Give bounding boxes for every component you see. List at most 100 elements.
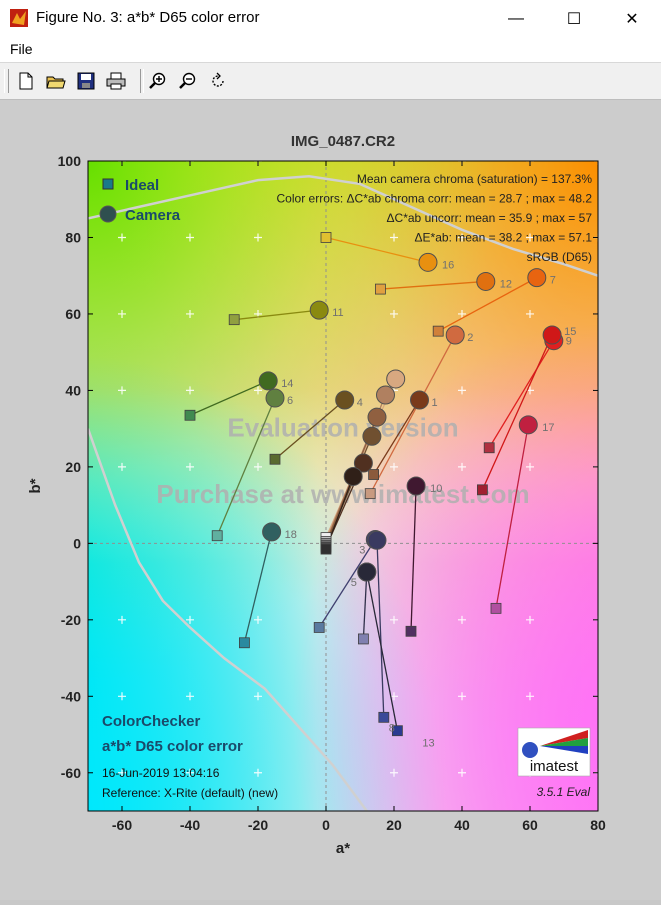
x-tick-label: 0 <box>322 817 330 833</box>
toolbar-grip[interactable] <box>4 69 9 93</box>
camera-marker-15 <box>542 325 562 345</box>
camera-marker-4 <box>335 390 355 410</box>
error-line-17 <box>495 424 529 609</box>
grid-cross <box>458 462 466 471</box>
grid-cross <box>458 309 466 318</box>
menu-file[interactable]: File <box>10 41 33 57</box>
error-line-16 <box>325 236 429 263</box>
patch-label-3: 3 <box>359 545 365 557</box>
camera-marker-16 <box>418 252 438 272</box>
srgb-gamut-lower <box>88 428 368 811</box>
reference-text: Reference: X-Rite (default) (new) <box>102 786 278 800</box>
patch-label-16: 16 <box>442 259 454 271</box>
patch-label-10: 10 <box>430 483 442 495</box>
grid-cross <box>186 692 194 701</box>
grid-cross <box>390 462 398 471</box>
grid-cross <box>254 692 262 701</box>
grid-cross <box>254 768 262 777</box>
minimize-button[interactable]: — <box>508 10 524 27</box>
print-icon[interactable] <box>104 70 128 92</box>
grid-cross <box>118 462 126 471</box>
patch-label-9: 9 <box>566 336 572 348</box>
toolbar <box>0 63 661 100</box>
grid-cross <box>526 462 534 471</box>
error-line-3 <box>318 539 376 628</box>
camera-marker-21 <box>367 407 387 427</box>
title-bar: Figure No. 3: a*b* D65 color error — ☐ ✕ <box>0 0 661 38</box>
ideal-marker-17 <box>490 602 502 614</box>
maximize-button[interactable]: ☐ <box>566 11 582 28</box>
patch-label-7: 7 <box>550 275 556 287</box>
grid-cross <box>458 386 466 395</box>
ideal-marker-2 <box>364 488 376 500</box>
window-title: Figure No. 3: a*b* D65 color error <box>36 9 260 26</box>
grid-cross <box>390 309 398 318</box>
y-axis-label: b* <box>27 478 44 493</box>
error-line-14 <box>189 380 269 416</box>
grid-cross <box>526 233 534 242</box>
camera-marker-19 <box>386 369 406 389</box>
new-document-icon[interactable] <box>14 70 38 92</box>
patch-label-8: 8 <box>389 722 395 734</box>
legend-camera-marker <box>99 205 117 223</box>
y-tick-label: 60 <box>65 306 81 322</box>
zoom-in-icon[interactable] <box>146 70 170 92</box>
menu-bar: File <box>0 38 661 63</box>
imatest-logo-stripe-green <box>540 738 588 746</box>
ideal-marker-15 <box>476 484 488 496</box>
grid-cross <box>254 386 262 395</box>
legend-ideal-marker <box>102 178 114 190</box>
error-line-7 <box>437 277 538 332</box>
grid-cross <box>390 233 398 242</box>
error-line-10 <box>410 485 417 632</box>
stats-line-1: Mean camera chroma (saturation) = 137.3% <box>357 172 592 186</box>
grid-cross <box>254 462 262 471</box>
zoom-out-icon[interactable] <box>176 70 200 92</box>
x-tick-label: 80 <box>590 817 606 833</box>
save-icon[interactable] <box>74 70 98 92</box>
close-button[interactable]: ✕ <box>625 11 639 28</box>
camera-marker-10 <box>406 476 426 496</box>
patch-label-14: 14 <box>281 378 293 390</box>
patch-label-2: 2 <box>467 332 473 344</box>
patch-label-13: 13 <box>422 738 434 750</box>
grid-cross <box>390 768 398 777</box>
patch-label-1: 1 <box>432 397 438 409</box>
patch-label-6: 6 <box>287 395 293 407</box>
x-tick-label: -60 <box>112 817 132 833</box>
ideal-marker-24 <box>320 543 332 555</box>
ideal-marker-8 <box>378 711 390 723</box>
camera-marker-8 <box>367 530 387 550</box>
error-line-12 <box>380 280 486 290</box>
ideal-marker-9 <box>483 442 495 454</box>
imatest-logo-stripe-red <box>540 730 588 746</box>
grid-cross <box>118 768 126 777</box>
colorchecker-title: ColorChecker <box>102 713 201 730</box>
ideal-marker-7 <box>432 325 444 337</box>
plot-frame <box>87 160 599 812</box>
grid-cross <box>458 615 466 624</box>
grid-cross <box>118 615 126 624</box>
camera-marker-24 <box>343 466 363 486</box>
y-tick-label: -60 <box>61 765 81 781</box>
ideal-marker-11 <box>228 314 240 326</box>
x-tick-label: -40 <box>180 817 200 833</box>
imatest-logo-sphere <box>522 742 538 758</box>
ideal-marker-6 <box>211 530 223 542</box>
grid-cross <box>186 309 194 318</box>
rotate-icon[interactable] <box>206 70 230 92</box>
y-tick-label: -20 <box>61 612 81 628</box>
ideal-marker-3 <box>313 622 325 633</box>
imatest-logo-stripe-blue <box>540 746 588 754</box>
color-error-title: a*b* D65 color error <box>102 738 243 755</box>
error-line-11 <box>234 309 320 321</box>
grid-cross <box>186 233 194 242</box>
grid-cross <box>118 233 126 242</box>
patch-label-12: 12 <box>500 278 512 290</box>
grid-cross <box>118 692 126 701</box>
stats-line-3: ΔC*ab uncorr: mean = 35.9 ; max = 57 <box>387 211 593 225</box>
open-folder-icon[interactable] <box>44 70 68 92</box>
error-line-6 <box>216 397 276 536</box>
camera-marker-6 <box>265 388 285 408</box>
